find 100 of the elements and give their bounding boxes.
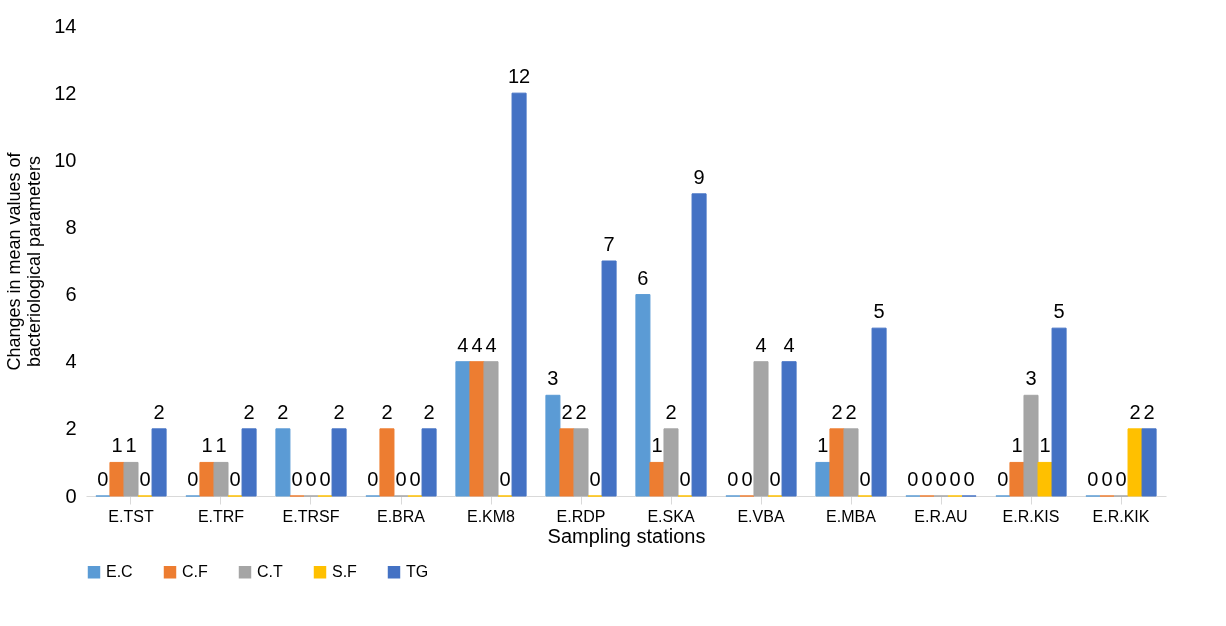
bar <box>109 461 125 497</box>
data-label: 0 <box>291 468 303 490</box>
bar <box>469 361 485 497</box>
data-label: 2 <box>1129 400 1141 423</box>
bar <box>753 361 769 497</box>
x-tick-label: E.TST <box>108 507 154 525</box>
data-label: 3 <box>547 367 559 390</box>
x-tick-label: E.SKA <box>647 507 695 525</box>
bar <box>199 461 215 497</box>
data-label: 1 <box>201 434 213 457</box>
data-label: 12 <box>507 65 531 88</box>
data-label: 2 <box>561 400 573 423</box>
bar <box>123 461 139 497</box>
legend-label: C.T <box>257 563 283 581</box>
data-label: 0 <box>97 468 109 490</box>
data-label: 0 <box>997 468 1009 490</box>
bar <box>213 461 229 497</box>
data-label: 0 <box>963 468 975 490</box>
bar <box>421 428 437 497</box>
bar <box>635 294 651 497</box>
y-tick-label: 4 <box>65 350 77 373</box>
data-label: 4 <box>457 333 469 356</box>
data-label: 0 <box>907 468 919 490</box>
data-label: 4 <box>485 333 497 356</box>
legend-label: E.C <box>106 563 133 581</box>
legend-label: TG <box>406 563 429 581</box>
bar <box>455 361 471 497</box>
y-tick-label: 12 <box>54 81 77 104</box>
y-axis-title: Changes in mean values of bacteriological parameters <box>4 151 45 371</box>
bar <box>1009 461 1025 497</box>
data-label: 1 <box>1011 434 1023 457</box>
bar <box>275 428 291 497</box>
data-label: 0 <box>187 468 199 490</box>
x-tick-label: E.VBA <box>737 507 785 525</box>
data-label: 0 <box>741 468 753 490</box>
bar <box>815 461 831 497</box>
x-tick-label: E.R.KIS <box>1002 507 1060 525</box>
data-label: 5 <box>1053 300 1065 323</box>
bar <box>241 428 257 497</box>
data-label: 0 <box>319 468 331 490</box>
bar <box>1141 428 1157 497</box>
y-tick-label: 2 <box>65 417 77 440</box>
bar <box>483 361 499 497</box>
data-label: 0 <box>1115 468 1127 490</box>
x-tick-label: E.TRF <box>197 507 245 525</box>
data-label: 2 <box>277 400 289 423</box>
data-label: 0 <box>921 468 933 490</box>
data-label: 0 <box>859 468 871 490</box>
y-tick-label: 8 <box>65 215 77 238</box>
bar <box>331 428 347 497</box>
data-label: 1 <box>111 434 123 457</box>
y-tick-label: 0 <box>65 484 77 507</box>
x-tick-label: E.BRA <box>376 507 426 525</box>
bar <box>573 428 589 497</box>
data-label: 1 <box>651 434 663 457</box>
bar <box>601 260 617 497</box>
bar <box>379 428 395 497</box>
data-label: 2 <box>575 400 587 423</box>
bar <box>151 428 167 497</box>
bar <box>1037 461 1053 497</box>
data-label: 0 <box>1101 468 1113 490</box>
y-tick-label: 6 <box>65 283 77 306</box>
data-label: 7 <box>603 233 615 255</box>
data-label: 2 <box>153 400 165 423</box>
data-label: 2 <box>665 400 677 423</box>
data-label: 5 <box>873 300 885 323</box>
data-label: 1 <box>817 434 829 457</box>
data-label: 0 <box>409 468 421 490</box>
x-tick-label: E.R.KIK <box>1092 507 1150 525</box>
bar <box>545 394 561 497</box>
data-label: 2 <box>845 400 857 423</box>
legend-label: S.F <box>332 563 358 581</box>
y-tick-label: 14 <box>54 14 77 37</box>
x-tick-label: E.KM8 <box>466 507 516 525</box>
bar <box>1023 394 1039 497</box>
x-tick-label: E.RDP <box>556 507 606 525</box>
data-label: 0 <box>935 468 947 490</box>
data-label: 0 <box>229 468 241 490</box>
bar <box>559 428 575 497</box>
data-label: 3 <box>1025 367 1037 390</box>
data-label: 2 <box>1143 400 1155 423</box>
bar <box>1127 428 1143 497</box>
data-label: 1 <box>1039 434 1051 457</box>
data-label: 0 <box>727 468 739 490</box>
x-tick-label: E.R.AU <box>914 507 968 525</box>
data-label: 1 <box>215 434 227 457</box>
data-label: 0 <box>769 468 781 490</box>
bar <box>691 193 707 497</box>
data-label: 4 <box>755 333 767 356</box>
data-label: 0 <box>679 468 691 490</box>
data-label: 0 <box>589 468 601 490</box>
bar <box>511 92 527 497</box>
data-label: 0 <box>395 468 407 490</box>
x-tick-label: E.MBA <box>826 507 877 525</box>
data-label: 2 <box>831 400 843 423</box>
bar <box>781 361 797 497</box>
data-label: 9 <box>693 165 705 188</box>
bar <box>649 461 665 497</box>
data-label: 0 <box>305 468 317 490</box>
data-label: 2 <box>243 400 255 423</box>
